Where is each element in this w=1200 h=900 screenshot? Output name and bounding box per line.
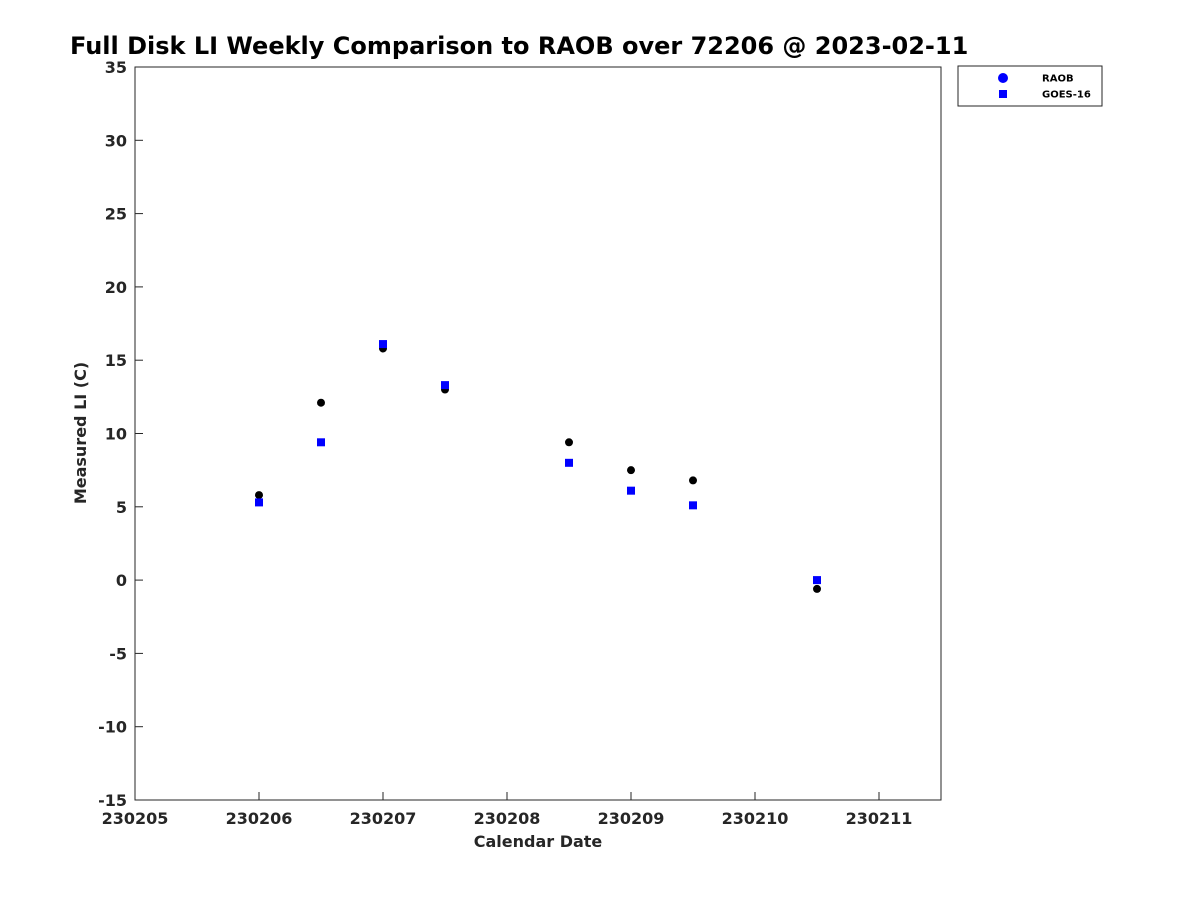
y-tick-label: 20 bbox=[105, 278, 127, 297]
y-tick-label: 35 bbox=[105, 58, 127, 77]
legend-label: RAOB bbox=[1042, 74, 1074, 85]
data-points bbox=[255, 340, 821, 593]
y-tick-label: 5 bbox=[116, 498, 127, 517]
plot-area bbox=[134, 66, 942, 801]
x-tick-label: 230210 bbox=[722, 809, 789, 828]
x-axis-label: Calendar Date bbox=[474, 832, 603, 851]
goes16-point bbox=[565, 458, 573, 467]
legend-marker-goes16 bbox=[999, 90, 1007, 98]
x-tick-label: 230211 bbox=[846, 809, 913, 828]
raob-point bbox=[689, 476, 697, 485]
chart-title: Full Disk LI Weekly Comparison to RAOB o… bbox=[70, 32, 968, 60]
goes16-point bbox=[689, 501, 697, 510]
legend: RAOB GOES-16 bbox=[957, 65, 1103, 107]
goes16-point bbox=[255, 498, 263, 507]
legend-box bbox=[957, 65, 1103, 107]
y-axis: 35 30 25 20 15 10 5 0 -5 -10 -15 bbox=[98, 58, 143, 810]
x-tick-label: 230207 bbox=[350, 809, 417, 828]
y-tick-label: 30 bbox=[105, 131, 127, 150]
y-tick-label: -10 bbox=[98, 718, 127, 737]
goes16-point bbox=[441, 381, 449, 390]
y-tick-label: 25 bbox=[105, 205, 127, 224]
x-tick-label: 230206 bbox=[226, 809, 293, 828]
raob-point bbox=[255, 491, 263, 500]
raob-point bbox=[317, 398, 325, 407]
raob-point bbox=[627, 466, 635, 475]
y-tick-label: 10 bbox=[105, 425, 127, 444]
legend-marker-raob bbox=[998, 73, 1008, 83]
goes16-point bbox=[627, 486, 635, 495]
raob-point bbox=[813, 584, 821, 593]
y-tick-label: -5 bbox=[109, 644, 127, 663]
raob-point bbox=[565, 438, 573, 447]
y-axis-label: Measured LI (C) bbox=[71, 362, 90, 504]
x-tick-label: 230208 bbox=[474, 809, 541, 828]
goes16-point bbox=[379, 340, 387, 349]
legend-label: GOES-16 bbox=[1042, 90, 1091, 101]
x-tick-label: 230209 bbox=[598, 809, 665, 828]
y-tick-label: 0 bbox=[116, 571, 127, 590]
y-tick-label: -15 bbox=[98, 791, 127, 810]
x-axis: 230205 230206 230207 230208 230209 230210 2302… bbox=[102, 792, 913, 828]
x-tick-label: 230205 bbox=[102, 809, 169, 828]
goes16-point bbox=[813, 576, 821, 585]
goes16-point bbox=[317, 438, 325, 447]
y-tick-label: 15 bbox=[105, 351, 127, 370]
